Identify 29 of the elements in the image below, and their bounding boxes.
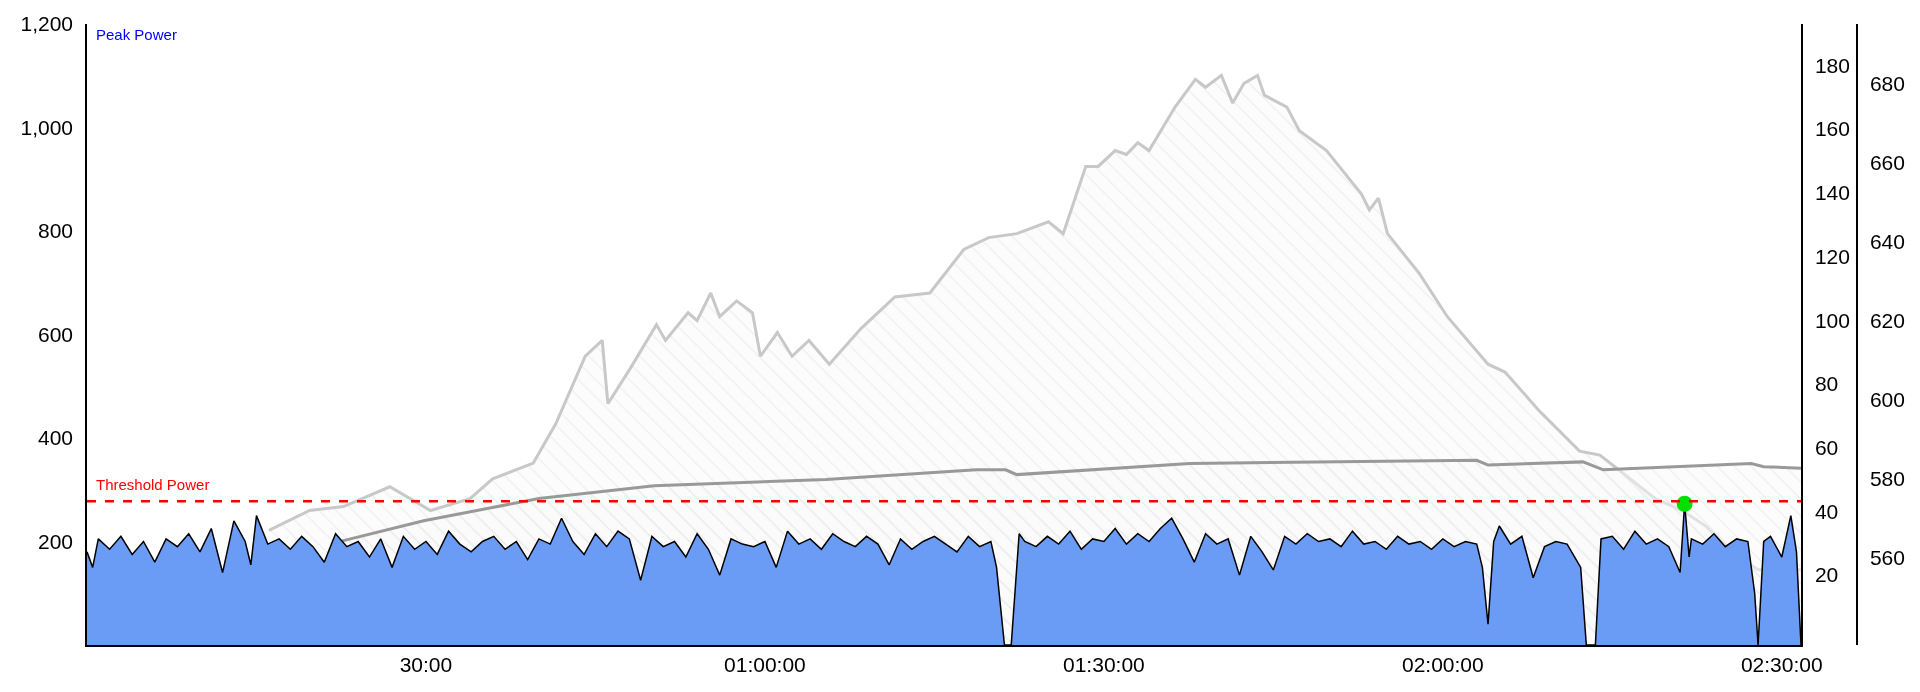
y3-tick-label: 640 bbox=[1869, 229, 1905, 253]
ref-line-label: Threshold Power bbox=[96, 476, 210, 493]
y2-tick-label: 80 bbox=[1814, 372, 1839, 396]
annotation: Peak Power bbox=[96, 26, 177, 43]
x-tick-label: 30:00 bbox=[399, 652, 453, 676]
y-tick-label: 200 bbox=[38, 529, 74, 553]
y-tick-label: 800 bbox=[38, 219, 74, 243]
y-tick-label: 1,200 bbox=[20, 12, 74, 36]
y3-tick-label: 560 bbox=[1869, 546, 1905, 570]
x-tick-label: 02:00:00 bbox=[1401, 652, 1484, 676]
x-tick-label: 02:30:00 bbox=[1740, 652, 1823, 676]
y3-tick-label: 680 bbox=[1869, 71, 1905, 95]
y2-tick-label: 20 bbox=[1814, 563, 1839, 587]
x-tick-label: 01:00:00 bbox=[724, 652, 806, 676]
y2-tick-label: 100 bbox=[1814, 308, 1850, 332]
y2-tick-label: 40 bbox=[1814, 499, 1839, 523]
y2-tick-label: 160 bbox=[1814, 117, 1850, 141]
y2-tick-label: 140 bbox=[1814, 181, 1850, 205]
y3-tick-label: 600 bbox=[1869, 388, 1905, 412]
y3-tick-label: 620 bbox=[1869, 309, 1905, 333]
y2-tick-label: 60 bbox=[1814, 435, 1839, 459]
y-tick-label: 1,000 bbox=[20, 115, 74, 139]
y-tick-label: 600 bbox=[38, 322, 74, 346]
y2-tick-label: 120 bbox=[1814, 244, 1850, 268]
x-tick-label: 01:30:00 bbox=[1063, 652, 1145, 676]
y3-tick-label: 660 bbox=[1869, 150, 1905, 174]
y-tick-label: 400 bbox=[38, 426, 74, 450]
y3-tick-label: 580 bbox=[1869, 467, 1905, 491]
y2-tick-label: 180 bbox=[1814, 53, 1850, 77]
